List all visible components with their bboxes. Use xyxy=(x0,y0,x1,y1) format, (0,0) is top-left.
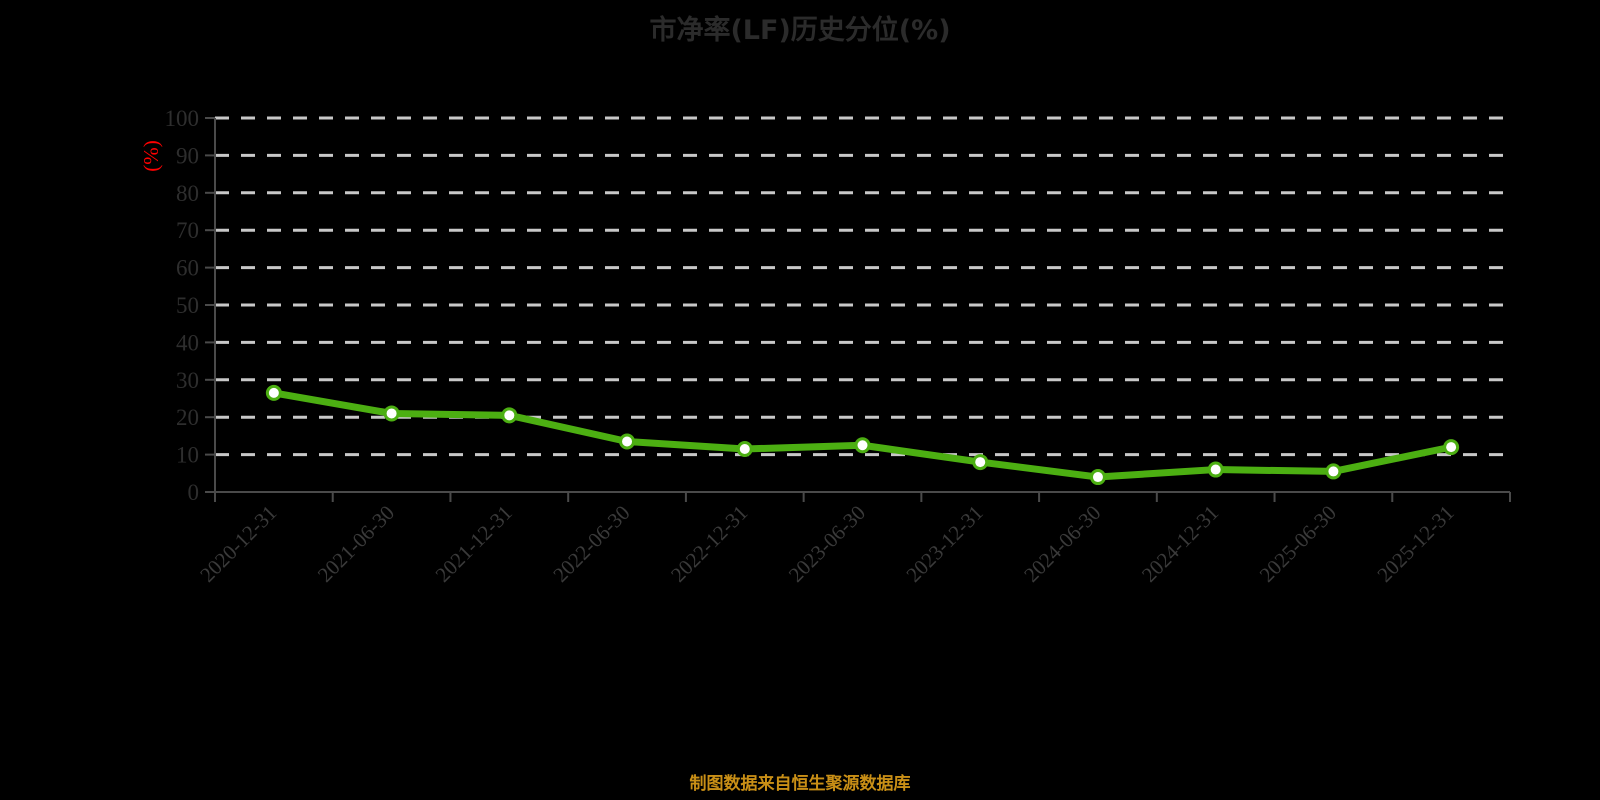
data-point[interactable] xyxy=(736,440,753,457)
data-point[interactable] xyxy=(1207,461,1224,478)
data-point-marker xyxy=(268,387,279,398)
data-point[interactable] xyxy=(854,437,871,454)
x-tick-label: 2020-12-31 xyxy=(195,501,281,587)
y-axis-unit-label: (%) xyxy=(139,140,163,171)
series-line xyxy=(270,389,1455,481)
data-point[interactable] xyxy=(1089,469,1106,486)
x-tick-label: 2021-06-30 xyxy=(313,501,399,587)
data-point-marker xyxy=(739,443,750,454)
y-tick-label: 10 xyxy=(176,443,199,468)
y-tick-label: 0 xyxy=(188,480,200,505)
x-tick-label: 2022-06-30 xyxy=(548,501,634,587)
data-point[interactable] xyxy=(383,405,400,422)
x-tick-label: 2025-12-31 xyxy=(1372,501,1458,587)
y-tick-label: 70 xyxy=(176,218,199,243)
data-point-marker xyxy=(504,410,515,421)
footer-note: 制图数据来自恒生聚源数据库 xyxy=(689,774,911,794)
data-point[interactable] xyxy=(1443,439,1460,456)
data-point-marker xyxy=(975,457,986,468)
y-tick-label: 100 xyxy=(165,106,200,131)
y-tick-label: 60 xyxy=(176,256,199,281)
x-tick-label: 2023-12-31 xyxy=(901,501,987,587)
page-title: 市净率(LF)历史分位(%) xyxy=(649,15,951,46)
x-tick-label: 2024-06-30 xyxy=(1019,501,1105,587)
x-tick-label: 2024-12-31 xyxy=(1137,501,1223,587)
y-tick-label: 40 xyxy=(176,330,199,355)
x-tick-label: 2023-06-30 xyxy=(784,501,870,587)
y-tick-label: 50 xyxy=(176,293,199,318)
x-tick-label: 2022-12-31 xyxy=(666,501,752,587)
y-tick-label: 80 xyxy=(176,181,199,206)
y-tick-label: 90 xyxy=(176,143,199,168)
y-tick-label: 20 xyxy=(176,405,199,430)
data-point[interactable] xyxy=(972,454,989,471)
x-tick-label: 2025-06-30 xyxy=(1255,501,1341,587)
data-point-marker xyxy=(622,436,633,447)
data-point[interactable] xyxy=(265,384,282,401)
data-point[interactable] xyxy=(1325,463,1342,480)
x-tick-label: 2021-12-31 xyxy=(431,501,517,587)
data-point-marker xyxy=(1210,464,1221,475)
data-point-marker xyxy=(857,440,868,451)
data-point-marker xyxy=(386,408,397,419)
data-point[interactable] xyxy=(501,407,518,424)
data-point-marker xyxy=(1092,472,1103,483)
y-tick-label: 30 xyxy=(176,368,199,393)
data-point-marker xyxy=(1446,442,1457,453)
data-point[interactable] xyxy=(619,433,636,450)
data-point-marker xyxy=(1328,466,1339,477)
